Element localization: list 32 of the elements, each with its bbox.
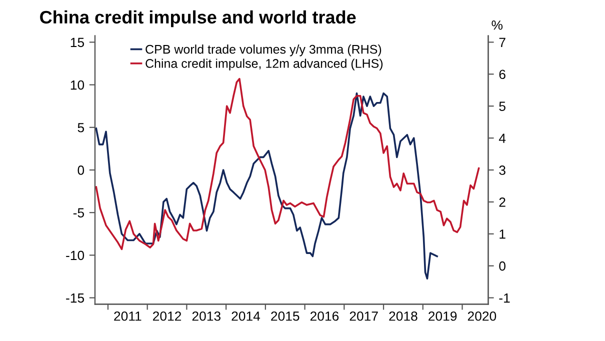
y2-tick-label: 5 <box>499 102 506 111</box>
y-tick-label: 0 <box>78 166 84 175</box>
legend-label: CPB world trade volumes y/y 3mma (RHS) <box>146 44 382 56</box>
y-tick-label: 15 <box>70 38 84 48</box>
y-tick-label: -15 <box>66 293 84 303</box>
y-tick-label: 10 <box>70 80 84 90</box>
y2-tick-label: 3 <box>499 166 506 175</box>
legend-label: China credit impulse, 12m advanced (LHS) <box>146 58 383 70</box>
x-tick-label: 2012 <box>153 311 182 321</box>
y2-tick-label: 6 <box>499 70 506 80</box>
y-tick-label: 5 <box>78 123 84 132</box>
x-tick-label: 2014 <box>232 311 260 321</box>
x-tick-label: 2019 <box>428 311 457 321</box>
x-tick-label: 2016 <box>310 311 339 321</box>
y2-tick-label: 2 <box>499 198 506 207</box>
x-tick-label: 2017 <box>350 311 378 321</box>
y2-tick-label: 1 <box>500 230 506 239</box>
x-tick-label: 2013 <box>192 311 220 321</box>
y2-tick-label: 0 <box>499 261 506 271</box>
line-series <box>95 92 438 280</box>
y2-tick-label: 4 <box>498 134 506 143</box>
x-tick-label: 2020 <box>468 311 496 321</box>
chart-title: China credit impulse and world trade <box>40 10 356 28</box>
x-tick-label: 2011 <box>114 311 142 321</box>
y2-axis-title: % <box>492 20 503 30</box>
x-tick-label: 2015 <box>271 311 300 321</box>
x-tick-label: 2018 <box>389 311 418 321</box>
y-tick-label: -10 <box>66 250 84 260</box>
line-series <box>95 78 480 250</box>
y-tick-label: -5 <box>73 208 84 218</box>
y2-tick-label: -1 <box>499 293 510 303</box>
y2-tick-label: 7 <box>499 38 506 47</box>
